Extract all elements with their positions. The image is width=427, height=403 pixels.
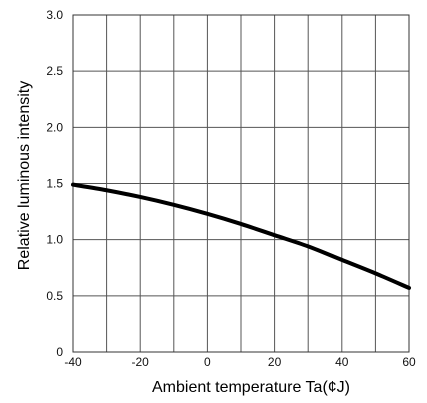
tick-labels: -40 -20 0 20 40 60 0 0.5 1.0 1.5 2.0 2.5 3.0 <box>46 8 416 369</box>
y-tick-label: 1.0 <box>46 233 63 247</box>
y-axis-title: Relative luminous intensity <box>16 81 33 270</box>
y-tick-label: 0.5 <box>46 289 63 303</box>
grid <box>73 15 409 352</box>
x-tick-label: 60 <box>402 355 416 369</box>
y-tick-label: 1.5 <box>46 177 63 191</box>
x-tick-label: 0 <box>204 355 211 369</box>
series-layer <box>71 182 411 290</box>
x-tick-label: 40 <box>335 355 349 369</box>
x-tick-label: -20 <box>132 355 150 369</box>
y-tick-label: 2.5 <box>46 64 63 78</box>
y-tick-label: 0 <box>56 345 63 359</box>
x-axis-title: Ambient temperature Ta(¢J) <box>152 379 350 396</box>
x-tick-label: 20 <box>268 355 282 369</box>
y-tick-label: 2.0 <box>46 120 63 134</box>
x-tick-label: -40 <box>64 355 82 369</box>
y-tick-label: 3.0 <box>46 8 63 22</box>
series-line <box>71 182 411 290</box>
